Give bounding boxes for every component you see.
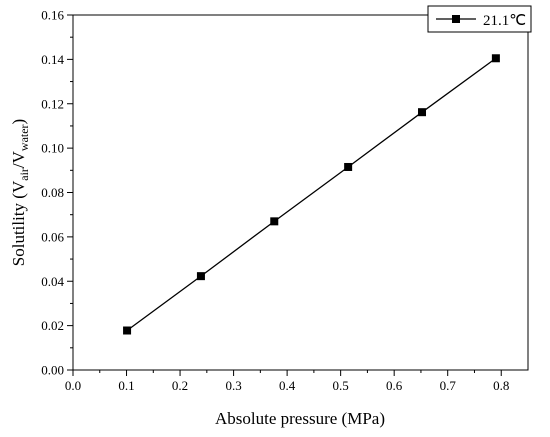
- data-point-marker: [196, 272, 205, 281]
- data-point-marker: [491, 54, 500, 63]
- data-point-marker: [123, 326, 132, 335]
- y-tick-label: 0.14: [41, 52, 64, 67]
- x-axis-title: Absolute pressure (MPa): [215, 409, 385, 428]
- y-tick-label: 0.02: [41, 318, 64, 333]
- x-tick-label: 0.6: [386, 378, 403, 393]
- y-axis-title: Solutility (Vair/Vwater): [9, 119, 31, 266]
- x-tick-label: 0.3: [225, 378, 241, 393]
- legend: 21.1℃: [427, 5, 532, 33]
- data-point-marker: [418, 108, 427, 117]
- series-layer: [123, 54, 500, 335]
- x-tick-label: 0.2: [172, 378, 188, 393]
- x-tick-label: 0.5: [333, 378, 349, 393]
- legend-marker-symbol: [452, 15, 460, 23]
- y-tick-label: 0.16: [41, 8, 64, 23]
- y-axis-ticks: 0.00 0.02 0.04 0.06 0.08 0.10 0.12 0.14 0.16: [41, 8, 73, 378]
- y-tick-label: 0.08: [41, 185, 64, 200]
- x-tick-label: 0.0: [65, 378, 81, 393]
- y-tick-label: 0.04: [41, 274, 64, 289]
- x-tick-label: 0.8: [493, 378, 509, 393]
- x-tick-label: 0.1: [118, 378, 134, 393]
- x-tick-label: 0.4: [279, 378, 296, 393]
- y-tick-label: 0.06: [41, 229, 64, 244]
- y-tick-label: 0.12: [41, 96, 64, 111]
- data-point-marker: [270, 217, 279, 226]
- legend-label: 21.1℃: [483, 13, 526, 29]
- y-tick-label: 0.10: [41, 141, 64, 156]
- plot-area-frame: [72, 14, 529, 371]
- series-line: [126, 57, 497, 332]
- y-tick-label: 0.00: [41, 363, 64, 378]
- data-point-marker: [344, 162, 353, 171]
- x-axis-ticks: 0.0 0.1 0.2 0.3 0.4 0.5 0.6 0.7 0.8: [65, 370, 509, 393]
- x-tick-label: 0.7: [440, 378, 457, 393]
